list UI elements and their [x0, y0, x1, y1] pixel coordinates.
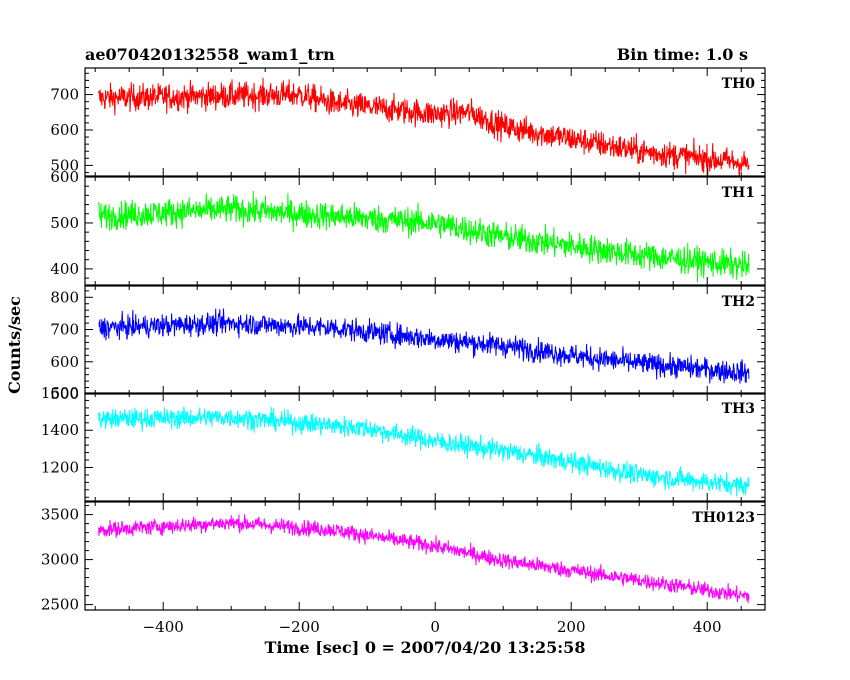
panel-frame: [84, 67, 766, 177]
panel-th3: 1200 1400 1600 TH3: [41, 384, 766, 502]
bin-time-label: Bin time: 1.0 s: [617, 45, 748, 64]
x-tick-label: −400: [143, 618, 184, 636]
panel-label-th0123: TH0123: [692, 510, 755, 526]
x-tick-label: 400: [693, 618, 722, 636]
panel-th0123: 2500 3000 3500 TH0123: [41, 501, 766, 614]
series-line-th0: [98, 77, 750, 176]
y-tick-label: 600: [50, 353, 79, 371]
y-tick-label: 400: [50, 260, 79, 278]
y-tick-label: 700: [50, 321, 79, 339]
y-tick-label: 1200: [41, 458, 79, 476]
x-tick-label: 0: [430, 618, 440, 636]
series-line-th3: [98, 406, 750, 497]
y-tick-label: 3000: [41, 551, 79, 569]
panel-th1: 400 500 600 TH1: [50, 168, 766, 286]
x-tick-labels: −400 −200 0 200 400: [143, 618, 722, 636]
panel-label-th2: TH2: [722, 294, 755, 310]
panel-th2: 500 600 700 800 TH2: [50, 285, 766, 403]
y-tick-label: 700: [50, 86, 79, 104]
y-tick-label: 500: [50, 214, 79, 232]
panel-frame: [84, 176, 766, 286]
y-tick-label: 600: [50, 168, 79, 186]
y-tick-label: 800: [50, 288, 79, 306]
y-tick-label: 600: [50, 121, 79, 139]
panel-frame: [84, 392, 766, 502]
x-axis-label: Time [sec] 0 = 2007/04/20 13:25:58: [265, 638, 586, 657]
series-line-th2: [98, 308, 750, 384]
panel-label-th1: TH1: [722, 185, 755, 201]
y-tick-label: 500: [50, 156, 79, 174]
y-tick-label: 1600: [41, 384, 79, 402]
y-axis-label: Counts/sec: [5, 296, 24, 394]
y-tick-label: 500: [50, 385, 79, 403]
panel-th0: 500 600 700 TH0: [50, 67, 766, 177]
y-tick-label: 2500: [41, 596, 79, 614]
panel-frame: [84, 501, 766, 611]
panel-label-th3: TH3: [722, 401, 755, 417]
series-line-th1: [98, 191, 750, 283]
panel-label-th0: TH0: [722, 76, 756, 92]
x-tick-label: −200: [279, 618, 320, 636]
x-tick-label: 200: [557, 618, 586, 636]
y-tick-label: 3500: [41, 506, 79, 524]
series-line-th0123: [98, 514, 750, 604]
y-tick-label: 1400: [41, 421, 79, 439]
panel-frame: [84, 285, 766, 395]
chart-title: ae070420132558_wam1_trn: [85, 45, 335, 64]
